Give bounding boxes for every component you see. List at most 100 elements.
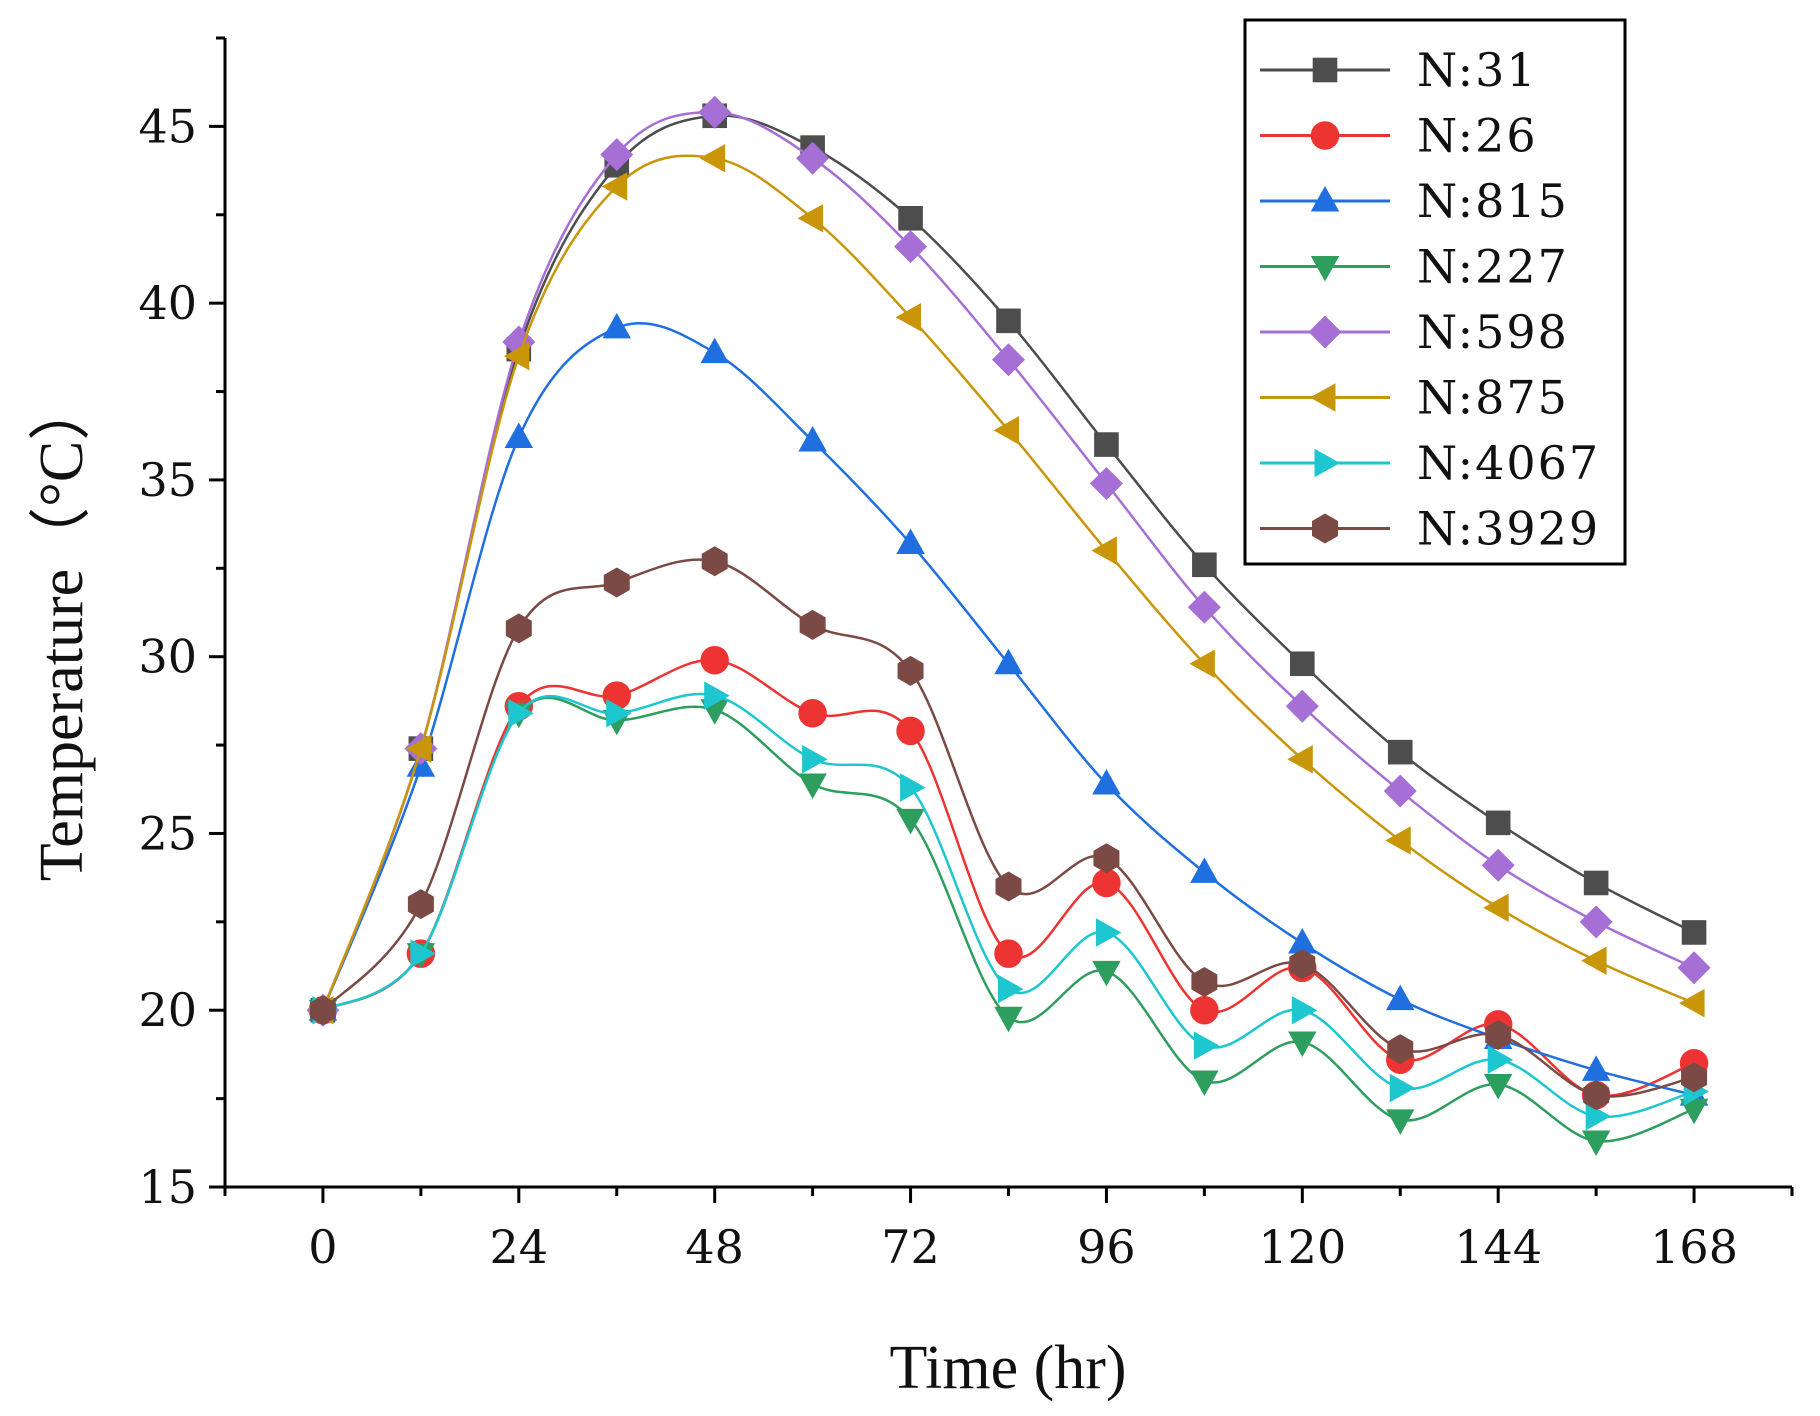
legend-item: N:4067	[1260, 436, 1600, 490]
data-point	[1483, 1073, 1513, 1100]
data-point	[405, 734, 432, 763]
data-point	[698, 95, 732, 129]
x-tick-label: 96	[1077, 1220, 1136, 1274]
series-line	[321, 154, 1695, 1011]
data-point	[1089, 466, 1123, 500]
data-point	[699, 143, 726, 173]
x-tick-label: 0	[308, 1220, 337, 1274]
data-point	[1581, 1130, 1611, 1157]
data-point	[1681, 1062, 1708, 1093]
data-point	[505, 613, 532, 644]
data-point	[1190, 995, 1219, 1025]
data-point	[1288, 1031, 1317, 1058]
data-point	[1092, 960, 1121, 987]
data-point	[1190, 1070, 1219, 1096]
legend-label: N:4067	[1417, 436, 1600, 490]
data-point	[1092, 868, 1121, 898]
series-n-3929	[309, 546, 1708, 1111]
data-point	[799, 609, 826, 640]
data-point	[1387, 739, 1413, 765]
legend-item: N:227	[1260, 240, 1569, 294]
legend-marker	[1314, 448, 1340, 478]
data-point	[1287, 744, 1313, 774]
legend-box	[1243, 18, 1627, 566]
data-point	[898, 206, 923, 231]
x-tick-label: 72	[881, 1220, 940, 1274]
data-point	[797, 204, 824, 233]
x-tick-label: 144	[1454, 1220, 1542, 1274]
data-point	[1681, 920, 1707, 945]
data-point	[602, 312, 631, 339]
series-line	[321, 321, 1695, 1097]
legend-marker	[1312, 513, 1338, 544]
data-point	[700, 337, 729, 364]
x-tick-label: 48	[685, 1220, 744, 1274]
data-point	[1289, 949, 1316, 980]
data-point	[900, 773, 926, 802]
axes: 15 20 25 30 35 40 45 0 24 48 72 96 120 144 168	[138, 36, 1794, 1274]
y-tick-label: 35	[138, 453, 197, 507]
data-point	[895, 303, 922, 332]
legend-item: N:875	[1260, 371, 1569, 425]
data-point	[1291, 995, 1318, 1025]
data-point	[996, 308, 1021, 334]
data-point	[309, 995, 336, 1026]
data-point	[1285, 689, 1319, 723]
data-point	[1092, 768, 1121, 795]
data-point	[508, 699, 534, 728]
data-point	[1581, 1055, 1611, 1081]
x-tick-label: 168	[1650, 1220, 1738, 1274]
data-point	[1190, 857, 1219, 883]
legend-label: N:227	[1417, 240, 1569, 294]
data-point	[896, 716, 925, 746]
data-point	[701, 546, 728, 577]
data-point	[798, 426, 827, 452]
data-point	[503, 341, 530, 371]
series-n-598	[306, 95, 1711, 1027]
data-point	[1487, 1045, 1514, 1074]
legend-marker	[1310, 383, 1336, 412]
y-tick-label: 30	[138, 630, 197, 684]
legend-item: N:815	[1260, 174, 1567, 228]
y-tick-label: 25	[138, 806, 197, 860]
data-point	[896, 528, 925, 555]
y-tick-label: 20	[138, 983, 197, 1037]
data-point	[1485, 810, 1511, 836]
legend-marker	[1312, 57, 1338, 83]
data-point	[1386, 984, 1415, 1011]
data-point	[600, 138, 634, 172]
legend-marker	[1308, 315, 1342, 349]
data-point	[504, 422, 534, 448]
legend-label: N:598	[1417, 305, 1569, 359]
y-axis-title: Temperature（°C）	[28, 379, 96, 882]
legend-label: N:31	[1417, 43, 1538, 97]
data-point	[894, 230, 928, 264]
data-point	[603, 567, 630, 598]
data-point	[994, 939, 1023, 968]
legend-marker	[1310, 121, 1340, 150]
data-point	[1193, 1031, 1220, 1060]
x-tick-label: 120	[1258, 1220, 1346, 1274]
x-tick-label: 24	[490, 1220, 549, 1274]
data-point	[1485, 1019, 1512, 1050]
legend-item: N:598	[1260, 305, 1569, 359]
data-point	[1094, 432, 1119, 457]
data-point	[798, 699, 827, 728]
data-point	[1583, 870, 1609, 896]
data-point	[1481, 848, 1515, 882]
series-line	[321, 110, 1695, 1011]
data-point	[1093, 843, 1120, 874]
legend-label: N:26	[1417, 109, 1538, 163]
data-point	[1585, 1102, 1612, 1131]
data-point	[994, 648, 1023, 675]
data-point	[1483, 893, 1509, 922]
data-point	[1383, 774, 1417, 808]
data-point	[1679, 1098, 1709, 1125]
legend-label: N:875	[1417, 371, 1569, 425]
legend-item: N:3929	[1260, 502, 1598, 556]
data-point	[1579, 905, 1613, 939]
data-point	[896, 808, 925, 835]
data-point	[1191, 966, 1218, 997]
data-point	[993, 416, 1019, 445]
